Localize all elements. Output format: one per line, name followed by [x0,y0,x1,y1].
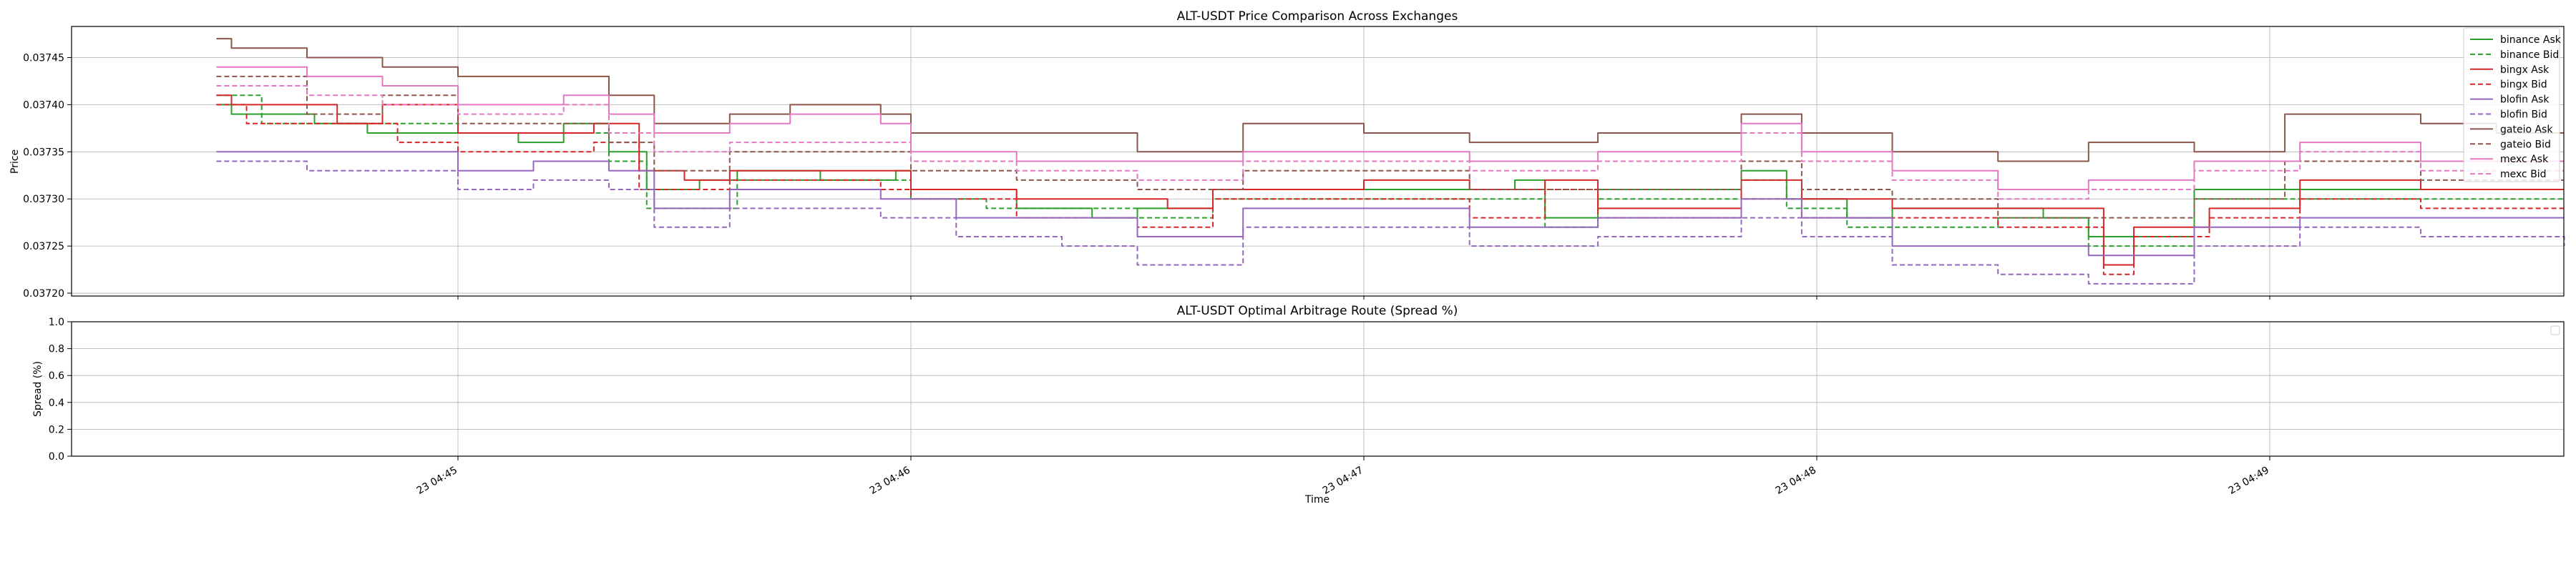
series-line-mexc-ask [216,66,2565,190]
series-line-bingx-bid [216,104,2565,275]
price-y-tick-label: 0.03740 [23,99,64,111]
price-y-tick-label: 0.03720 [23,288,64,300]
spread-y-tick-label: 0.6 [49,370,64,382]
legend-label: blofin Ask [2500,94,2550,106]
spread-y-label: Spread (%) [32,361,44,417]
legend-label: binance Ask [2500,34,2562,46]
price-y-ticks: 0.03720 0.03725 0.03730 0.03735 0.03740 0.037… [23,53,72,300]
spread-y-ticks: 0.0 0.2 0.4 0.6 0.8 1.0 [49,317,72,463]
spread-plot-frame [71,321,2565,457]
series-line-blofin-ask [216,151,2565,257]
series-line-gateio-ask [216,38,2565,162]
price-chart: ALT-USDT Price Comparison Across Exchang… [9,9,2565,300]
legend-label: blofin Bid [2500,109,2547,121]
legend-items: binance Ask binance Bid bingx Ask bingx Bid… [2470,34,2562,180]
legend-box [2463,27,2560,182]
spread-y-tick-label: 1.0 [49,317,64,328]
x-axis-label: Time [1304,494,1330,506]
price-series-group [216,38,2565,285]
legend-label: gateio Ask [2500,124,2553,135]
spread-legend-box [2550,325,2560,335]
price-chart-title: ALT-USDT Price Comparison Across Exchang… [1177,9,1458,24]
legend-label: binance Bid [2500,49,2559,61]
spread-chart-title: ALT-USDT Optimal Arbitrage Route (Spread… [1177,304,1458,318]
series-line-mexc-bid [216,85,2565,200]
price-y-tick-label: 0.03745 [23,53,64,64]
legend-label: bingx Bid [2500,79,2547,91]
legend-label: mexc Ask [2500,154,2549,165]
spread-y-tick-label: 0.0 [49,451,64,463]
price-y-label: Price [9,149,21,174]
legend-label: mexc Bid [2500,169,2547,180]
price-y-tick-label: 0.03730 [23,194,64,205]
legend-label: gateio Bid [2500,139,2551,150]
series-line-gateio-bid [216,75,2565,219]
series-line-binance-bid [216,94,2565,247]
spread-y-tick-label: 0.2 [49,424,64,435]
price-y-tick-label: 0.03725 [23,241,64,252]
price-plot-frame [71,26,2565,297]
legend-label: bingx Ask [2500,64,2550,76]
price-y-tick-label: 0.03735 [23,147,64,158]
series-line-blofin-bid [216,160,2565,285]
spread-y-tick-label: 0.4 [49,398,64,409]
spread-y-tick-label: 0.8 [49,344,64,355]
legend: binance Ask binance Bid bingx Ask bingx Bid… [2463,27,2562,182]
